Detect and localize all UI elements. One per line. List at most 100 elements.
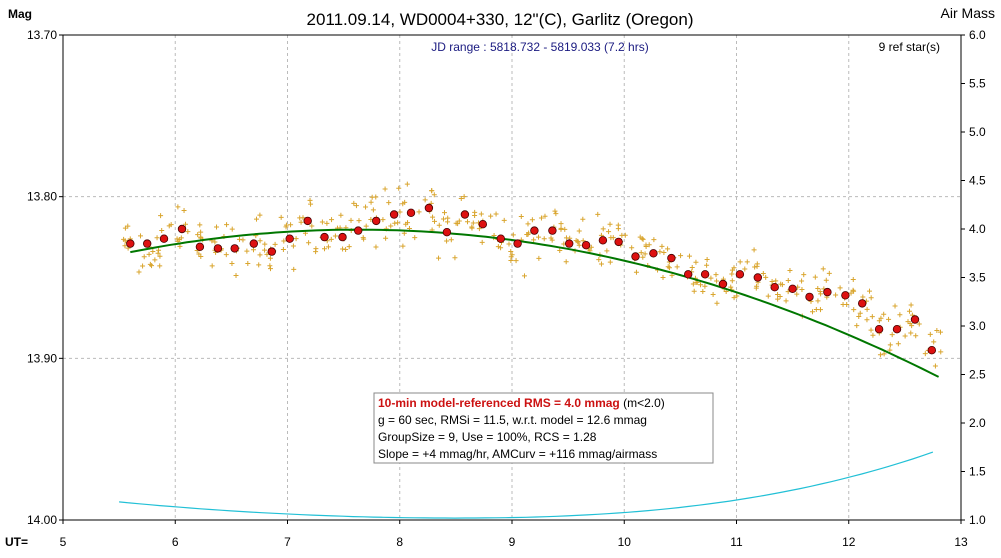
group-mean-point — [649, 249, 658, 258]
raw-point — [934, 327, 940, 333]
group-mean-point — [892, 325, 902, 334]
raw-point — [340, 246, 346, 252]
raw-point — [754, 263, 760, 269]
raw-point — [575, 238, 581, 244]
raw-point — [619, 232, 625, 238]
raw-point — [856, 313, 862, 319]
raw-point — [868, 295, 874, 301]
y-right-tick-label: 3.5 — [969, 271, 986, 285]
raw-point — [229, 226, 235, 232]
raw-point — [403, 221, 409, 227]
raw-point — [465, 219, 471, 225]
raw-point — [913, 333, 919, 339]
raw-point — [779, 282, 785, 288]
raw-point — [615, 226, 621, 232]
raw-point — [140, 263, 146, 269]
raw-point — [877, 352, 883, 358]
raw-point — [938, 349, 944, 355]
raw-point — [607, 221, 613, 227]
model-curve — [130, 228, 940, 378]
raw-point — [610, 235, 616, 241]
raw-point — [541, 236, 547, 242]
raw-point — [214, 224, 220, 230]
y-left-tick-label: 13.70 — [27, 28, 57, 42]
raw-point — [665, 246, 671, 252]
raw-point — [823, 277, 829, 283]
info-line-4: Slope = +4 mmag/hr, AMCurv = +116 mmag/a… — [378, 447, 657, 461]
group-mean-point — [770, 283, 779, 292]
info-box: 10-min model-referenced RMS = 4.0 mmag (… — [373, 392, 714, 464]
raw-point — [563, 235, 569, 241]
raw-point — [633, 269, 639, 275]
raw-point — [478, 211, 484, 217]
raw-point — [922, 351, 928, 357]
raw-point — [666, 265, 672, 271]
raw-point — [558, 225, 564, 231]
raw-point — [185, 229, 191, 235]
raw-point — [356, 218, 362, 224]
raw-point — [674, 264, 680, 270]
x-tick-label: 13 — [954, 535, 968, 549]
raw-point — [197, 222, 203, 228]
raw-point — [932, 363, 938, 369]
raw-point — [141, 254, 147, 260]
raw-point — [775, 292, 781, 298]
group-mean-point — [753, 273, 762, 282]
group-mean-point — [841, 291, 850, 300]
raw-point — [529, 217, 535, 223]
raw-point — [640, 254, 646, 260]
x-tick-label: 9 — [509, 535, 516, 549]
raw-point — [353, 203, 359, 209]
group-mean-point — [478, 219, 487, 229]
group-mean-point — [735, 270, 745, 279]
raw-point — [850, 276, 856, 282]
raw-point — [156, 247, 162, 253]
y-left-tick-label: 13.80 — [27, 190, 57, 204]
raw-point — [290, 243, 296, 249]
raw-point — [660, 274, 666, 280]
raw-point — [731, 295, 737, 301]
raw-point — [794, 291, 800, 297]
raw-point — [642, 251, 648, 257]
raw-point — [267, 266, 273, 272]
raw-point — [598, 261, 604, 267]
raw-point — [380, 217, 386, 223]
raw-point — [313, 249, 319, 255]
raw-point — [906, 308, 912, 314]
raw-point — [595, 211, 601, 217]
raw-point — [257, 212, 263, 218]
raw-point — [262, 241, 268, 247]
info-rms-suffix: (m<2.0) — [620, 396, 665, 410]
raw-point — [857, 310, 863, 316]
raw-point — [370, 207, 376, 213]
raw-point — [351, 200, 357, 206]
x-tick-label: 6 — [172, 535, 179, 549]
raw-point — [729, 267, 735, 273]
group-mean-point — [303, 216, 312, 226]
raw-point — [742, 266, 748, 272]
raw-point — [479, 239, 485, 245]
raw-point — [799, 287, 805, 293]
info-line-3: GroupSize = 9, Use = 100%, RCS = 1.28 — [378, 430, 597, 444]
raw-point — [518, 214, 524, 220]
raw-point — [659, 243, 665, 249]
raw-point — [536, 255, 542, 261]
y-right-tick-label: 4.0 — [969, 222, 986, 236]
raw-point — [278, 214, 284, 220]
y-right-tick-label: 2.0 — [969, 416, 986, 430]
raw-point — [902, 333, 908, 339]
raw-point — [524, 231, 530, 237]
raw-point — [476, 226, 482, 232]
raw-point — [744, 259, 750, 265]
raw-point — [729, 278, 735, 284]
info-line-1: 10-min model-referenced RMS = 4.0 mmag (… — [378, 396, 665, 410]
raw-point — [908, 302, 914, 308]
raw-point — [753, 285, 759, 291]
group-mean-point — [910, 315, 920, 324]
group-mean-point — [496, 234, 505, 243]
raw-point — [401, 230, 407, 236]
raw-point — [445, 219, 451, 225]
raw-point — [837, 285, 843, 291]
raw-point — [488, 213, 494, 219]
